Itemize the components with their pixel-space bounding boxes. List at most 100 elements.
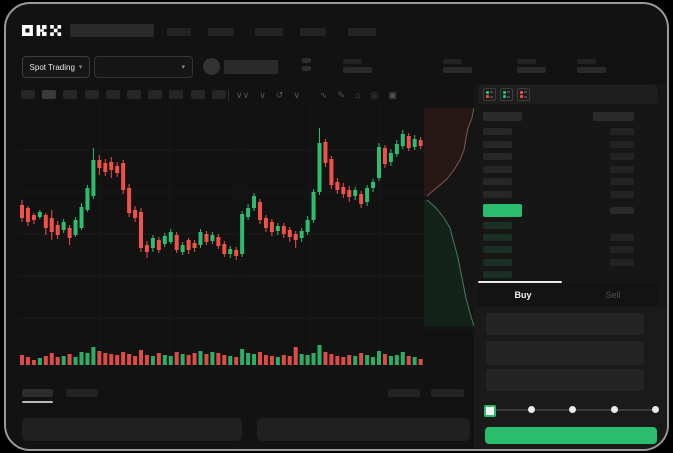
order-book-header-amount [593, 112, 634, 121]
depth-chart [424, 108, 478, 330]
volume-bar [228, 356, 233, 365]
candlestick [317, 143, 322, 192]
slider-stop[interactable] [569, 406, 576, 413]
book-asks-icon[interactable] [517, 88, 530, 101]
candlestick [418, 140, 423, 146]
candlestick [335, 182, 340, 190]
search-placeholder[interactable] [70, 24, 154, 37]
market-type-dropdown[interactable]: Spot Trading ▾ [22, 56, 90, 78]
bottom-input-placeholder[interactable] [22, 418, 242, 441]
candlestick [252, 196, 257, 208]
timeframe-button[interactable] [84, 90, 99, 99]
volume-bar [371, 357, 376, 365]
volume-bar [311, 353, 316, 365]
candlestick-chart[interactable] [18, 105, 428, 375]
amount-slider[interactable] [484, 405, 659, 417]
pair-selector-dropdown[interactable]: ▾ [94, 56, 193, 78]
volume-bar [121, 352, 126, 365]
volume-bar [293, 347, 298, 365]
stat-value-placeholder [443, 67, 472, 73]
depth-asks [424, 108, 474, 196]
zigzag-tool-icon[interactable]: ∨∨ [236, 90, 250, 100]
bottom-tab-active[interactable] [22, 389, 53, 397]
volume-bar [97, 351, 102, 365]
timeframe-button[interactable] [105, 90, 120, 99]
book-bids-icon[interactable] [500, 88, 513, 101]
camera-icon[interactable]: ⌂ [355, 90, 361, 100]
candlestick [139, 212, 143, 248]
chevron-down-icon: ▾ [78, 63, 83, 71]
timeframe-button[interactable] [211, 90, 226, 99]
candlestick [234, 250, 239, 256]
toolbar-divider [228, 89, 229, 101]
timeframe-button[interactable] [148, 90, 163, 99]
bottom-action-placeholder[interactable] [388, 389, 420, 397]
candlestick [20, 205, 24, 218]
ask-amount-placeholder [610, 128, 634, 135]
bottom-action-placeholder[interactable] [431, 389, 464, 397]
candlestick [299, 231, 304, 238]
tab-buy[interactable]: Buy [514, 289, 532, 300]
volume-bar [305, 355, 310, 365]
tab-sell[interactable]: Sell [605, 289, 621, 300]
order-book-header-price [483, 112, 522, 121]
price-input[interactable] [486, 313, 644, 335]
slider-handle[interactable] [484, 405, 496, 417]
timeframe-button[interactable] [169, 90, 184, 99]
volume-bar [20, 355, 24, 365]
timeframe-button[interactable] [42, 90, 57, 99]
volume-bar [359, 353, 364, 365]
amount-input[interactable] [486, 341, 644, 365]
volume-bar [263, 355, 268, 365]
volume-bar [377, 351, 381, 365]
device-frame: Spot Trading ▾ ▾ ∨∨ ∨ ↺ ∨ ∿ ✎ ⌂ ◎ ▣ [4, 2, 669, 451]
candlestick [359, 194, 364, 204]
depth-bids [424, 200, 474, 326]
volume-bar [269, 356, 274, 365]
wave-tool-icon[interactable]: ∿ [319, 90, 328, 100]
volume-bar [281, 355, 286, 365]
slider-stop[interactable] [652, 406, 659, 413]
submit-buy-button[interactable] [485, 427, 657, 444]
candlestick [79, 207, 84, 228]
candlestick [412, 139, 417, 147]
candlestick [156, 240, 161, 250]
volume-bar [412, 357, 417, 365]
volume-bar [258, 352, 262, 365]
chevron-down-icon[interactable]: ∨ [293, 90, 300, 100]
bottom-tab[interactable] [66, 389, 98, 397]
undo-icon[interactable]: ↺ [275, 90, 284, 100]
volume-bar [186, 355, 191, 365]
timeframe-button[interactable] [127, 90, 141, 99]
settings-icon[interactable]: ◎ [370, 90, 379, 100]
candlestick [258, 202, 262, 220]
book-combined-icon[interactable] [483, 88, 496, 101]
volume-bar [394, 355, 399, 365]
volume-bar [49, 353, 54, 365]
market-type-label: Spot Trading [29, 62, 75, 72]
volume-bar [341, 357, 346, 365]
total-input[interactable] [486, 369, 644, 391]
nav-item-placeholder [348, 28, 376, 36]
timeframe-button[interactable] [21, 90, 35, 99]
candlestick [210, 235, 215, 241]
candlestick [61, 222, 66, 230]
slider-stop[interactable] [610, 406, 618, 413]
volume-bar [198, 351, 203, 365]
candlestick [204, 234, 209, 242]
fullscreen-icon[interactable]: ▣ [388, 90, 397, 100]
chevron-tool-icon[interactable]: ∨ [259, 90, 266, 100]
candlestick [371, 182, 376, 188]
active-tab-indicator [478, 281, 562, 283]
volume-bar [25, 357, 30, 365]
volume-bar [246, 353, 251, 365]
order-form [474, 307, 667, 449]
timeframe-button[interactable] [190, 90, 205, 99]
candlestick [73, 220, 78, 235]
timeframe-button[interactable] [63, 90, 78, 99]
candlestick [37, 212, 42, 217]
bottom-input-placeholder[interactable] [257, 418, 470, 441]
draw-tool-icon[interactable]: ✎ [337, 90, 346, 100]
slider-stop[interactable] [527, 406, 535, 413]
candlestick [150, 238, 155, 248]
